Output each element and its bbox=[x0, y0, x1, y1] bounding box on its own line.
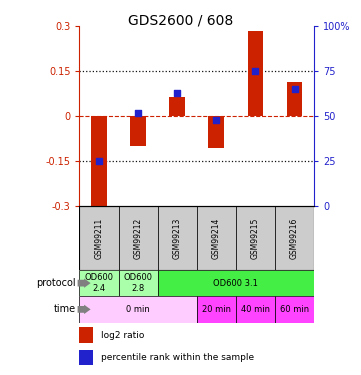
Bar bbox=[91, 116, 107, 208]
Bar bbox=[275, 296, 314, 322]
Bar bbox=[275, 206, 314, 270]
Point bbox=[135, 110, 141, 116]
Bar bbox=[79, 350, 93, 365]
Bar bbox=[130, 116, 146, 146]
Bar bbox=[79, 270, 118, 296]
Bar bbox=[248, 31, 263, 116]
Point bbox=[292, 86, 297, 92]
Text: log2 ratio: log2 ratio bbox=[100, 331, 144, 340]
Text: GSM99213: GSM99213 bbox=[173, 217, 182, 259]
Text: OD600
2.8: OD600 2.8 bbox=[123, 273, 153, 293]
Text: 60 min: 60 min bbox=[280, 305, 309, 314]
Point bbox=[213, 117, 219, 123]
Bar bbox=[158, 206, 197, 270]
Bar bbox=[79, 327, 93, 343]
Bar bbox=[118, 270, 158, 296]
Bar bbox=[236, 206, 275, 270]
Text: 20 min: 20 min bbox=[202, 305, 231, 314]
Bar bbox=[236, 296, 275, 322]
Bar bbox=[197, 206, 236, 270]
Point bbox=[252, 68, 258, 74]
Text: GSM99214: GSM99214 bbox=[212, 217, 221, 259]
Text: GSM99216: GSM99216 bbox=[290, 217, 299, 259]
Bar bbox=[197, 296, 236, 322]
Text: percentile rank within the sample: percentile rank within the sample bbox=[100, 353, 254, 362]
Text: GSM99215: GSM99215 bbox=[251, 217, 260, 259]
Bar bbox=[79, 296, 197, 322]
Text: GSM99212: GSM99212 bbox=[134, 217, 143, 259]
Text: time: time bbox=[54, 304, 76, 314]
Text: GSM99211: GSM99211 bbox=[95, 217, 104, 259]
Text: 0 min: 0 min bbox=[126, 305, 150, 314]
Text: protocol: protocol bbox=[36, 278, 76, 288]
Point bbox=[174, 90, 180, 96]
Bar bbox=[79, 206, 118, 270]
Bar bbox=[169, 97, 185, 116]
Text: OD600 3.1: OD600 3.1 bbox=[213, 279, 258, 288]
Bar bbox=[208, 116, 224, 148]
Bar bbox=[158, 270, 314, 296]
Bar bbox=[118, 206, 158, 270]
Text: GDS2600 / 608: GDS2600 / 608 bbox=[128, 13, 233, 27]
Point bbox=[96, 158, 102, 164]
Text: 40 min: 40 min bbox=[241, 305, 270, 314]
Bar bbox=[287, 82, 302, 116]
Text: OD600
2.4: OD600 2.4 bbox=[84, 273, 113, 293]
